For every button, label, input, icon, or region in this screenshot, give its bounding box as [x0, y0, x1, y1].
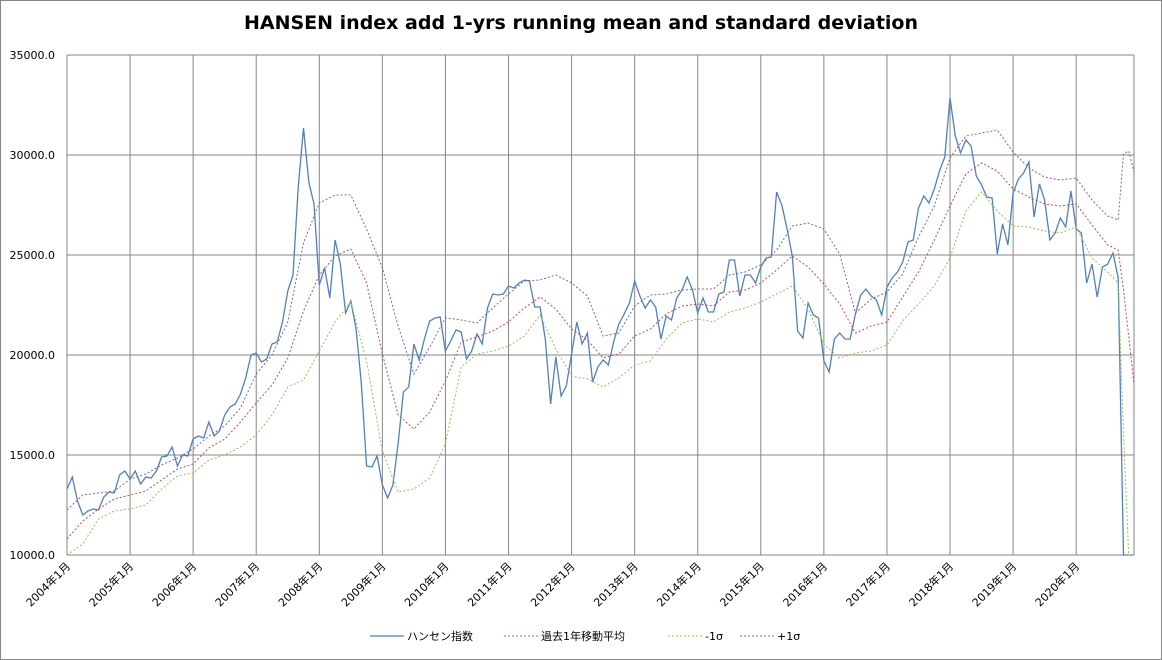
x-tick-label: 2017年1月 [843, 559, 893, 609]
x-tick-label: 2004年1月 [23, 559, 73, 609]
x-tick-label: 2019年1月 [969, 559, 1019, 609]
y-tick-label: 25000.0 [10, 249, 56, 262]
x-tick-label: 2013年1月 [591, 559, 641, 609]
y-tick-label: 35000.0 [10, 49, 56, 62]
x-tick-label: 2015年1月 [717, 559, 767, 609]
x-tick-label: 2008年1月 [275, 559, 325, 609]
y-tick-label: 10000.0 [10, 549, 56, 562]
series-group [66, 97, 1135, 556]
x-tick-label: 2018年1月 [906, 559, 956, 609]
legend-label-index: ハンセン指数 [407, 629, 473, 643]
x-tick-label: 2005年1月 [86, 559, 136, 609]
chart-title: HANSEN index add 1-yrs running mean and … [243, 12, 919, 34]
x-tick-label: 2016年1月 [780, 559, 830, 609]
series-line-mean [66, 162, 1135, 540]
y-tick-label: 15000.0 [10, 449, 56, 462]
legend-label-minus_sigma: -1σ [705, 630, 723, 643]
y-tick-label: 30000.0 [10, 149, 56, 162]
x-tick-label: 2012年1月 [528, 559, 578, 609]
x-tick-label: 2010年1月 [401, 559, 451, 609]
series-line-plus_sigma [66, 129, 1135, 511]
legend-label-mean: 過去1年移動平均 [541, 629, 625, 643]
x-tick-label: 2007年1月 [212, 559, 262, 609]
x-tick-label: 2014年1月 [654, 559, 704, 609]
x-tick-label: 2020年1月 [1032, 559, 1082, 609]
series-line-minus_sigma [66, 191, 1134, 556]
y-tick-label: 20000.0 [10, 349, 56, 362]
series-line-index [66, 97, 1134, 556]
x-tick-label: 2011年1月 [464, 559, 514, 609]
legend-label-plus_sigma: +1σ [777, 630, 800, 643]
x-tick-label: 2009年1月 [338, 559, 388, 609]
x-tick-label: 2006年1月 [149, 559, 199, 609]
